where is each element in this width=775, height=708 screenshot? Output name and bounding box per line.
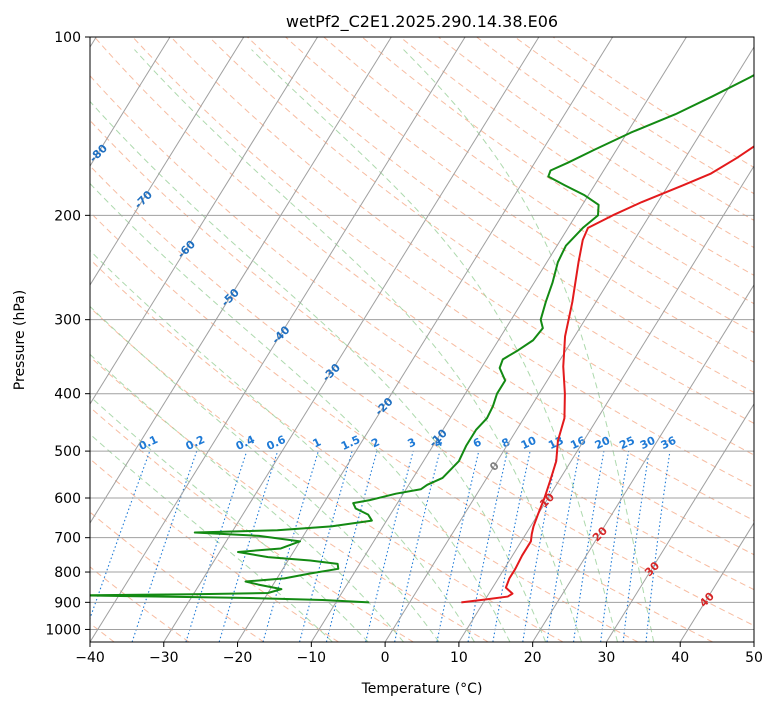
moist-adiabat-line [403, 49, 655, 642]
mixing-ratio-line [131, 450, 198, 642]
y-tick-label: 600 [54, 491, 81, 507]
plot-frame [89, 36, 755, 643]
isotherm-line [532, 284, 754, 642]
x-tick-label: 0 [381, 650, 390, 666]
x-tick-label: −30 [149, 650, 179, 666]
y-tick-label: 800 [54, 565, 81, 581]
mixing-ratio-line [365, 450, 414, 642]
y-tick-label: 500 [54, 444, 81, 460]
dry-adiabat-line [94, 37, 754, 522]
isotherm-line [384, 46, 754, 642]
mixing-ratio-line [299, 450, 353, 642]
mixing-ratio-line [645, 451, 671, 642]
y-tick-label: 1000 [45, 622, 81, 638]
mixing-ratio-line [572, 451, 605, 642]
mixing-ratio-label: 20 [593, 434, 613, 452]
isotherm-line [163, 37, 540, 642]
isotherm-line [606, 403, 754, 642]
y-tick-label: 400 [54, 387, 81, 403]
isotherms [90, 37, 754, 642]
mixing-ratio-label: 10 [519, 434, 539, 452]
x-axis-label: Temperature (°C) [361, 681, 483, 697]
moist-adiabat-line [90, 353, 404, 642]
y-tick-label: 100 [54, 30, 81, 46]
x-tick-label: 10 [450, 650, 468, 666]
dry-adiabat-line [90, 211, 713, 642]
mixing-ratio-line [218, 450, 279, 642]
mixing-ratio-line [185, 450, 248, 642]
x-tick-label: 30 [598, 650, 616, 666]
dry-adiabat-line [170, 37, 754, 456]
mixing-ratio-label: 16 [568, 434, 588, 452]
dry-adiabat-line [90, 258, 639, 642]
y-axis-label: Pressure (hPa) [12, 290, 28, 390]
moist-adiabat-line [90, 433, 333, 642]
dry-adiabat-line [90, 511, 265, 642]
isotherm-line [458, 165, 754, 642]
x-axis-ticks: −40 −30 −20 −10 0 10 20 30 40 50 [75, 642, 763, 666]
isotherm-line [90, 37, 318, 405]
mixing-ratio-line [262, 450, 319, 642]
x-tick-label: 20 [524, 650, 542, 666]
dry-adiabat-line [90, 406, 414, 642]
moist-adiabat-line [90, 249, 475, 642]
x-tick-label: 40 [671, 650, 689, 666]
isotherm-line [679, 522, 754, 642]
moist-adiabat-line [90, 182, 511, 642]
dry-adiabat-line [361, 37, 754, 305]
dry-adiabat-line [438, 37, 754, 249]
dewpoint-profile-line [90, 73, 754, 604]
moist-adiabat-line [251, 49, 619, 642]
y-tick-label: 900 [54, 595, 81, 611]
y-axis-ticks: 100 200 300 400 500 600 700 800 900 1000 [45, 30, 90, 638]
isotherm-line [90, 37, 392, 524]
temperature-profile-line [461, 145, 754, 604]
dry-adiabat-line [208, 37, 754, 424]
mixing-ratio-line [325, 450, 378, 642]
isotherm-line [90, 37, 245, 286]
dry-adiabat-line [90, 75, 754, 556]
isobars [90, 37, 754, 630]
x-tick-label: −10 [297, 650, 327, 666]
isotherm-line [310, 37, 687, 642]
x-tick-label: −20 [223, 650, 253, 666]
x-tick-label: −40 [75, 650, 105, 666]
mixing-ratio-label: 13 [546, 434, 565, 452]
y-tick-label: 700 [54, 531, 81, 547]
dry-adiabat-line [90, 306, 564, 642]
mixing-ratio-label: 36 [659, 434, 679, 452]
dry-adiabat-line [514, 37, 754, 195]
dry-adiabat-line [90, 119, 754, 591]
y-tick-label: 200 [54, 208, 81, 224]
mixing-ratio-line [90, 450, 151, 621]
isotherm-line [90, 37, 171, 167]
mixing-ratio-line [622, 451, 650, 642]
isotherm-line [90, 37, 466, 642]
sounding-series [90, 73, 754, 604]
mixing-ratio-label: 25 [617, 434, 636, 452]
x-tick-label: 50 [745, 650, 763, 666]
moist-adiabat-line [90, 305, 440, 642]
chart-title: wetPf2_C2E1.2025.290.14.38.E06 [286, 12, 558, 32]
dry-adiabat-line [399, 37, 754, 276]
moist-adiabat-line [90, 395, 369, 642]
moist-adiabat-line [90, 100, 547, 642]
y-tick-label: 300 [54, 313, 81, 329]
dry-adiabat-line [323, 37, 754, 334]
mixing-ratio-line [600, 451, 630, 642]
